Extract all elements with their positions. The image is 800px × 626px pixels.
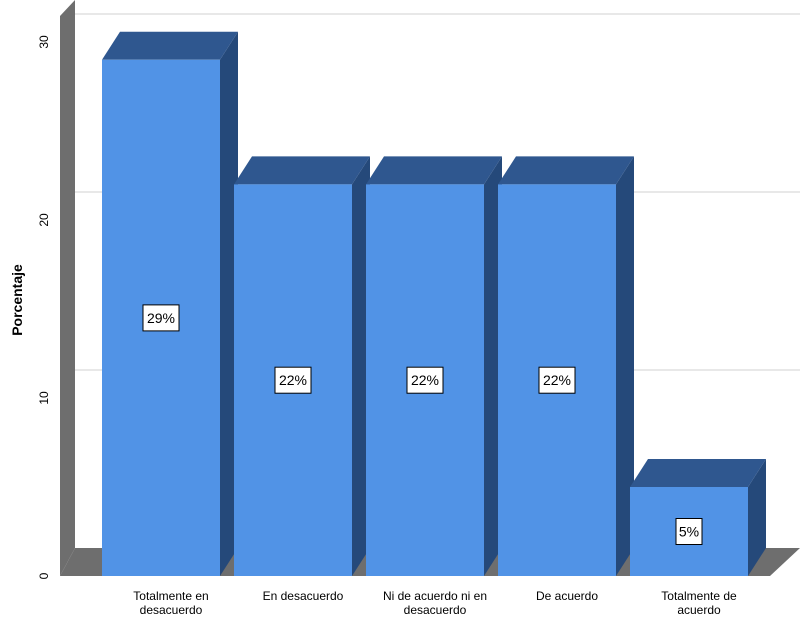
data-label: 5%: [679, 524, 699, 540]
data-label-box: [406, 366, 444, 394]
category-label: Totalmente de: [661, 589, 737, 603]
category-label: Ni de acuerdo ni en: [383, 589, 487, 603]
data-label: 29%: [147, 310, 175, 326]
category-label: desacuerdo: [140, 603, 203, 617]
bar-side: [352, 156, 370, 576]
category-label: En desacuerdo: [263, 589, 344, 603]
category-label: Totalmente en: [133, 589, 208, 603]
data-label: 22%: [411, 372, 439, 388]
bar: 29%: [102, 31, 238, 577]
bar-top: [498, 156, 634, 185]
bar: 22%: [234, 156, 370, 576]
y-tick-label: 20: [37, 213, 51, 227]
bar-top: [366, 156, 502, 185]
bar-side: [748, 459, 766, 576]
bar: 5%: [630, 459, 766, 576]
category-label: De acuerdo: [536, 589, 598, 603]
y-tick-label: 0: [37, 572, 51, 579]
y-axis-ticks: 0 10 20 30: [37, 35, 51, 579]
bar-side: [220, 31, 238, 577]
bar-top: [630, 459, 766, 487]
data-label-box: [675, 518, 703, 545]
bar: 22%: [498, 156, 634, 576]
bar-top: [234, 156, 370, 185]
bar: 22%: [366, 156, 502, 576]
y-tick-label: 10: [37, 391, 51, 405]
y-tick-label: 30: [37, 35, 51, 49]
bars: 29% 22% 22% 22% 5%: [102, 31, 766, 577]
bar-top: [102, 31, 238, 60]
left-wall: [60, 0, 75, 576]
data-label-box: [538, 366, 576, 394]
bar-side: [484, 156, 502, 576]
y-axis-label: Porcentaje: [9, 264, 25, 336]
bar-side: [616, 156, 634, 576]
data-label-box: [142, 304, 180, 332]
category-label: acuerdo: [677, 603, 721, 617]
data-label: 22%: [543, 372, 571, 388]
data-label: 22%: [279, 372, 307, 388]
data-label-box: [274, 366, 312, 394]
category-label: desacuerdo: [404, 603, 467, 617]
